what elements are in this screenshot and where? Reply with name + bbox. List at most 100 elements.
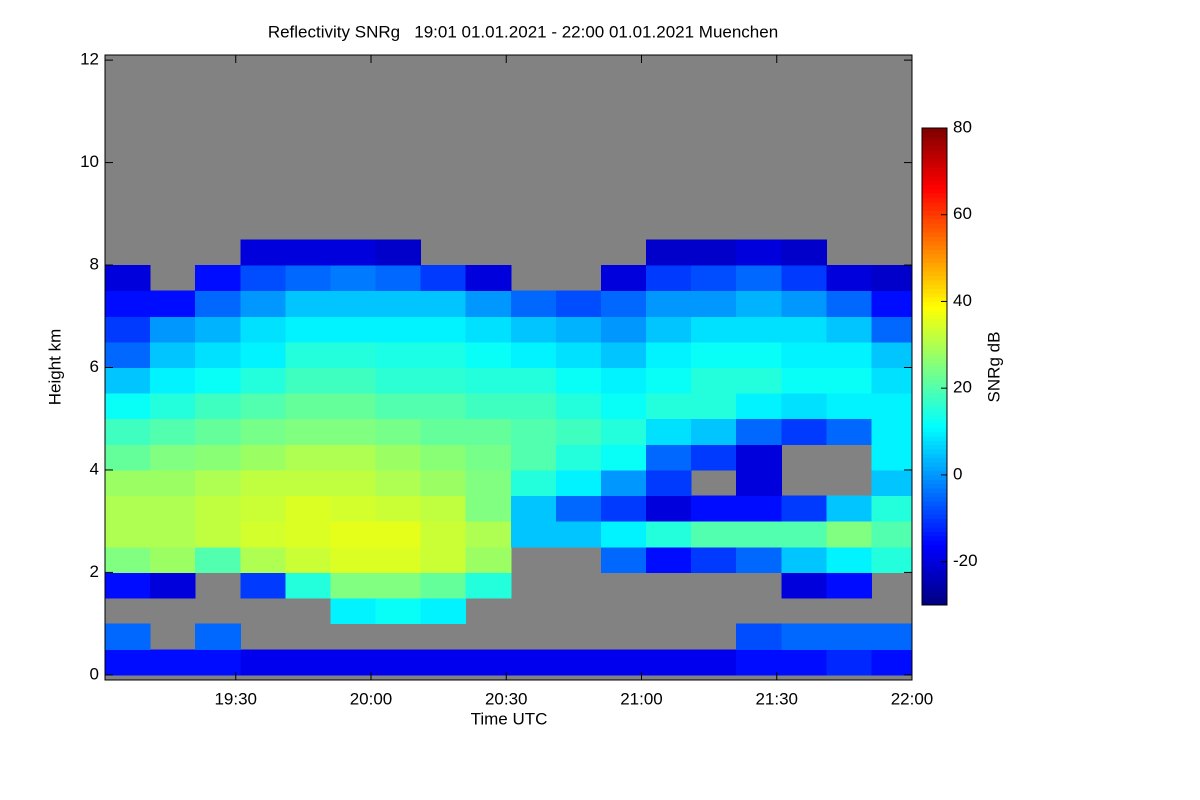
heatmap-cell: [826, 265, 872, 292]
colorbar-segment: [922, 340, 947, 346]
heatmap-cell: [285, 418, 331, 445]
heatmap-cell: [240, 649, 286, 676]
heatmap-cell: [150, 546, 196, 573]
heatmap-cell: [375, 649, 422, 676]
colorbar-segment: [922, 409, 947, 415]
heatmap-cell: [195, 393, 241, 420]
x-tick-label: 19:30: [214, 689, 257, 708]
heatmap-cell: [465, 393, 512, 420]
colorbar-segment: [922, 375, 947, 381]
heatmap-cell: [871, 290, 912, 317]
colorbar-segment: [922, 557, 947, 563]
heatmap-cell: [465, 495, 512, 522]
colorbar-tick-label: 0: [953, 464, 962, 483]
heatmap-cell: [375, 341, 422, 368]
heatmap-cell: [330, 393, 377, 420]
heatmap-cell: [510, 444, 557, 471]
heatmap-cell: [150, 572, 196, 599]
heatmap-cell: [691, 649, 737, 676]
heatmap-cell: [465, 572, 512, 599]
heatmap-cell: [240, 341, 286, 368]
heatmap-cell: [736, 393, 782, 420]
heatmap-cell: [600, 341, 647, 368]
heatmap-cell: [375, 546, 422, 573]
heatmap-cell: [105, 444, 151, 471]
heatmap-cell: [555, 495, 602, 522]
colorbar-segment: [922, 561, 947, 567]
x-axis-label: Time UTC: [471, 709, 548, 728]
colorbar-segment: [922, 349, 947, 355]
colorbar-segment: [922, 405, 947, 411]
heatmap-cell: [871, 469, 912, 497]
heatmap-cell: [285, 239, 331, 266]
heatmap-cell: [420, 341, 467, 368]
heatmap-cell: [420, 521, 467, 548]
heatmap-cell: [646, 265, 692, 292]
heatmap-cell: [736, 521, 782, 548]
heatmap-cell: [285, 367, 331, 394]
heatmap-cell: [555, 393, 602, 420]
heatmap-cell: [330, 546, 377, 573]
heatmap-cell: [195, 316, 241, 343]
colorbar-segment: [922, 232, 947, 238]
heatmap-cell: [195, 546, 241, 573]
heatmap-cell: [691, 495, 737, 522]
heatmap-cell: [105, 649, 151, 676]
heatmap-cell: [330, 265, 377, 292]
heatmap-cell: [600, 469, 647, 497]
heatmap-cell: [736, 290, 782, 317]
colorbar-segment: [922, 414, 947, 420]
heatmap-cell: [285, 495, 331, 522]
heatmap-cell: [420, 265, 467, 292]
heatmap-cell: [420, 418, 467, 445]
heatmap-cell: [646, 316, 692, 343]
heatmap-cell: [555, 418, 602, 445]
colorbar-segment: [922, 362, 947, 368]
colorbar-segment: [922, 314, 947, 320]
colorbar-segment: [922, 271, 947, 277]
heatmap-cell: [555, 649, 602, 676]
heatmap-cell: [240, 418, 286, 445]
heatmap-cell: [600, 546, 647, 573]
colorbar-segment: [922, 288, 947, 294]
heatmap-cell: [420, 495, 467, 522]
heatmap-cell: [646, 444, 692, 471]
heatmap-cell: [285, 521, 331, 548]
colorbar-segment: [922, 219, 947, 224]
heatmap-cell: [510, 649, 557, 676]
heatmap-cell: [736, 316, 782, 343]
colorbar-segment: [922, 214, 947, 220]
heatmap-cell: [330, 290, 377, 317]
heatmap-cell: [826, 367, 872, 394]
y-tick-label: 12: [80, 50, 99, 69]
heatmap-cell: [420, 546, 467, 573]
colorbar-segment: [922, 344, 947, 350]
colorbar-segment: [922, 149, 947, 155]
heatmap-cell: [510, 495, 557, 522]
colorbar-segment: [922, 479, 947, 485]
colorbar-segment: [922, 392, 947, 398]
heatmap-cell: [465, 418, 512, 445]
colorbar-segment: [922, 574, 947, 580]
colorbar-segment: [922, 513, 947, 519]
heatmap-cell: [871, 393, 912, 420]
x-tick-label: 21:00: [620, 689, 663, 708]
heatmap-cell: [555, 444, 602, 471]
colorbar-segment: [922, 175, 947, 181]
heatmap-cell: [420, 572, 467, 599]
heatmap-cell: [555, 521, 602, 548]
heatmap-cell: [105, 367, 151, 394]
heatmap-cell: [330, 341, 377, 368]
colorbar-segment: [922, 531, 947, 537]
heatmap-cell: [465, 546, 512, 573]
heatmap-cell: [781, 572, 827, 599]
heatmap-cell: [285, 341, 331, 368]
colorbar-segment: [922, 305, 947, 311]
heatmap-cell: [420, 444, 467, 471]
heatmap-cell: [781, 341, 827, 368]
heatmap-cell: [240, 444, 286, 471]
heatmap-cell: [105, 418, 151, 445]
heatmap-cell: [105, 316, 151, 343]
colorbar-segment: [922, 301, 947, 307]
colorbar-segment: [922, 132, 947, 138]
